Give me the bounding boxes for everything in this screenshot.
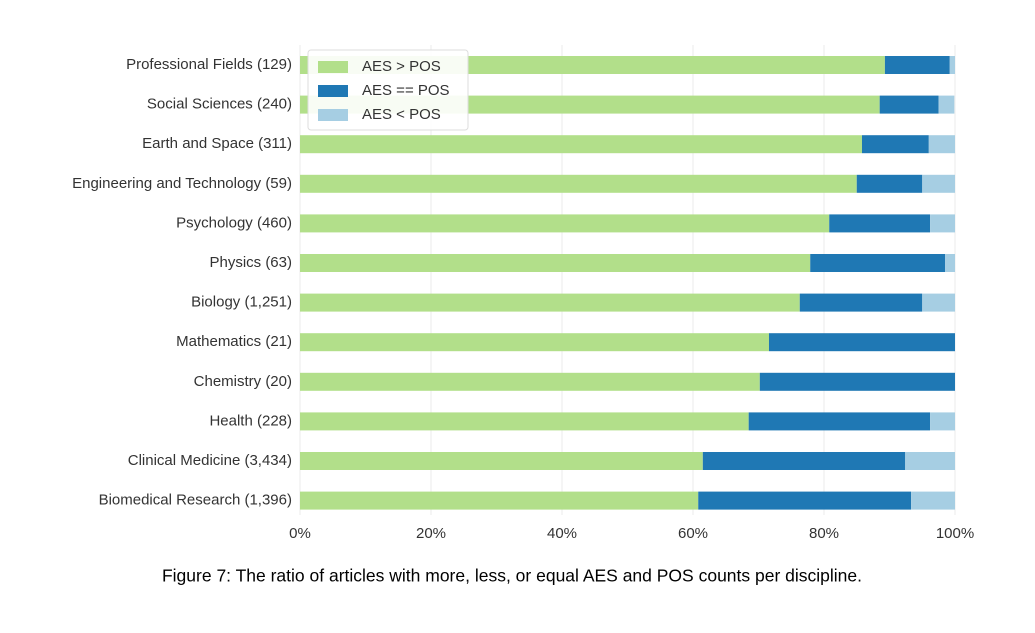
legend-swatch [318, 85, 348, 97]
bar-segment [300, 372, 760, 391]
bar-segment [300, 174, 857, 193]
y-tick-label: Biomedical Research (1,396) [99, 492, 292, 509]
bar-segment [829, 214, 931, 233]
y-tick-label: Engineering and Technology (59) [72, 175, 292, 192]
bar-segment [938, 95, 955, 114]
caption: Figure 7: The ratio of articles with mor… [162, 566, 862, 586]
bar-segment [768, 333, 955, 352]
bar-segment [856, 174, 923, 193]
bar-segment [300, 491, 699, 510]
x-tick-label: 80% [809, 525, 839, 542]
bar-segment [759, 372, 955, 391]
bar-segment [300, 254, 811, 272]
bar-segment [879, 95, 939, 114]
grid: 0% 20% 40% 60% 80% 100% [289, 45, 974, 542]
y-tick-label: Mathematics (21) [176, 333, 292, 350]
y-tick-label: Psychology (460) [176, 214, 292, 231]
x-tick-label: 40% [547, 525, 577, 542]
bar-segment [930, 412, 955, 431]
y-tick-label: Earth and Space (311) [142, 135, 292, 152]
y-tick-label: Social Sciences (240) [147, 96, 292, 113]
bar-segment [799, 293, 923, 312]
legend-label: AES < POS [362, 106, 441, 123]
bar-segment [300, 452, 703, 470]
y-tick-label: Chemistry (20) [194, 373, 292, 390]
bar-segment [300, 293, 800, 312]
bar-segment [930, 214, 955, 233]
x-tick-label: 0% [289, 525, 311, 542]
bar-segment [300, 214, 830, 233]
bar-segment [949, 56, 955, 74]
legend-label: AES > POS [362, 58, 441, 75]
bar-segment [928, 135, 955, 154]
y-tick-label: Professional Fields (129) [126, 56, 292, 73]
bar-segment [922, 174, 955, 193]
bar-segment [698, 491, 912, 510]
bar-segment [810, 254, 946, 272]
bar-segment [922, 293, 955, 312]
bar-segment [884, 56, 950, 74]
y-tick-label: Physics (63) [209, 254, 292, 271]
legend-swatch [318, 109, 348, 121]
x-tick-label: 20% [416, 525, 446, 542]
x-tick-label: 60% [678, 525, 708, 542]
bar-segment [945, 254, 955, 272]
y-tick-label: Biology (1,251) [191, 294, 292, 311]
bar-segment [300, 412, 749, 431]
legend-label: AES == POS [362, 82, 450, 99]
bar-segment [748, 412, 931, 431]
bar-segment [911, 491, 955, 510]
bar-segment [905, 452, 955, 470]
legend: AES > POS AES == POS AES < POS [307, 49, 469, 131]
bar-segment [702, 452, 906, 470]
bar-segment [861, 135, 929, 154]
x-tick-label: 100% [936, 525, 974, 542]
bar-segment [300, 333, 769, 352]
bar-segment [300, 135, 862, 154]
legend-swatch [318, 61, 348, 73]
y-tick-label: Clinical Medicine (3,434) [128, 452, 292, 469]
y-tick-label: Health (228) [209, 412, 292, 429]
